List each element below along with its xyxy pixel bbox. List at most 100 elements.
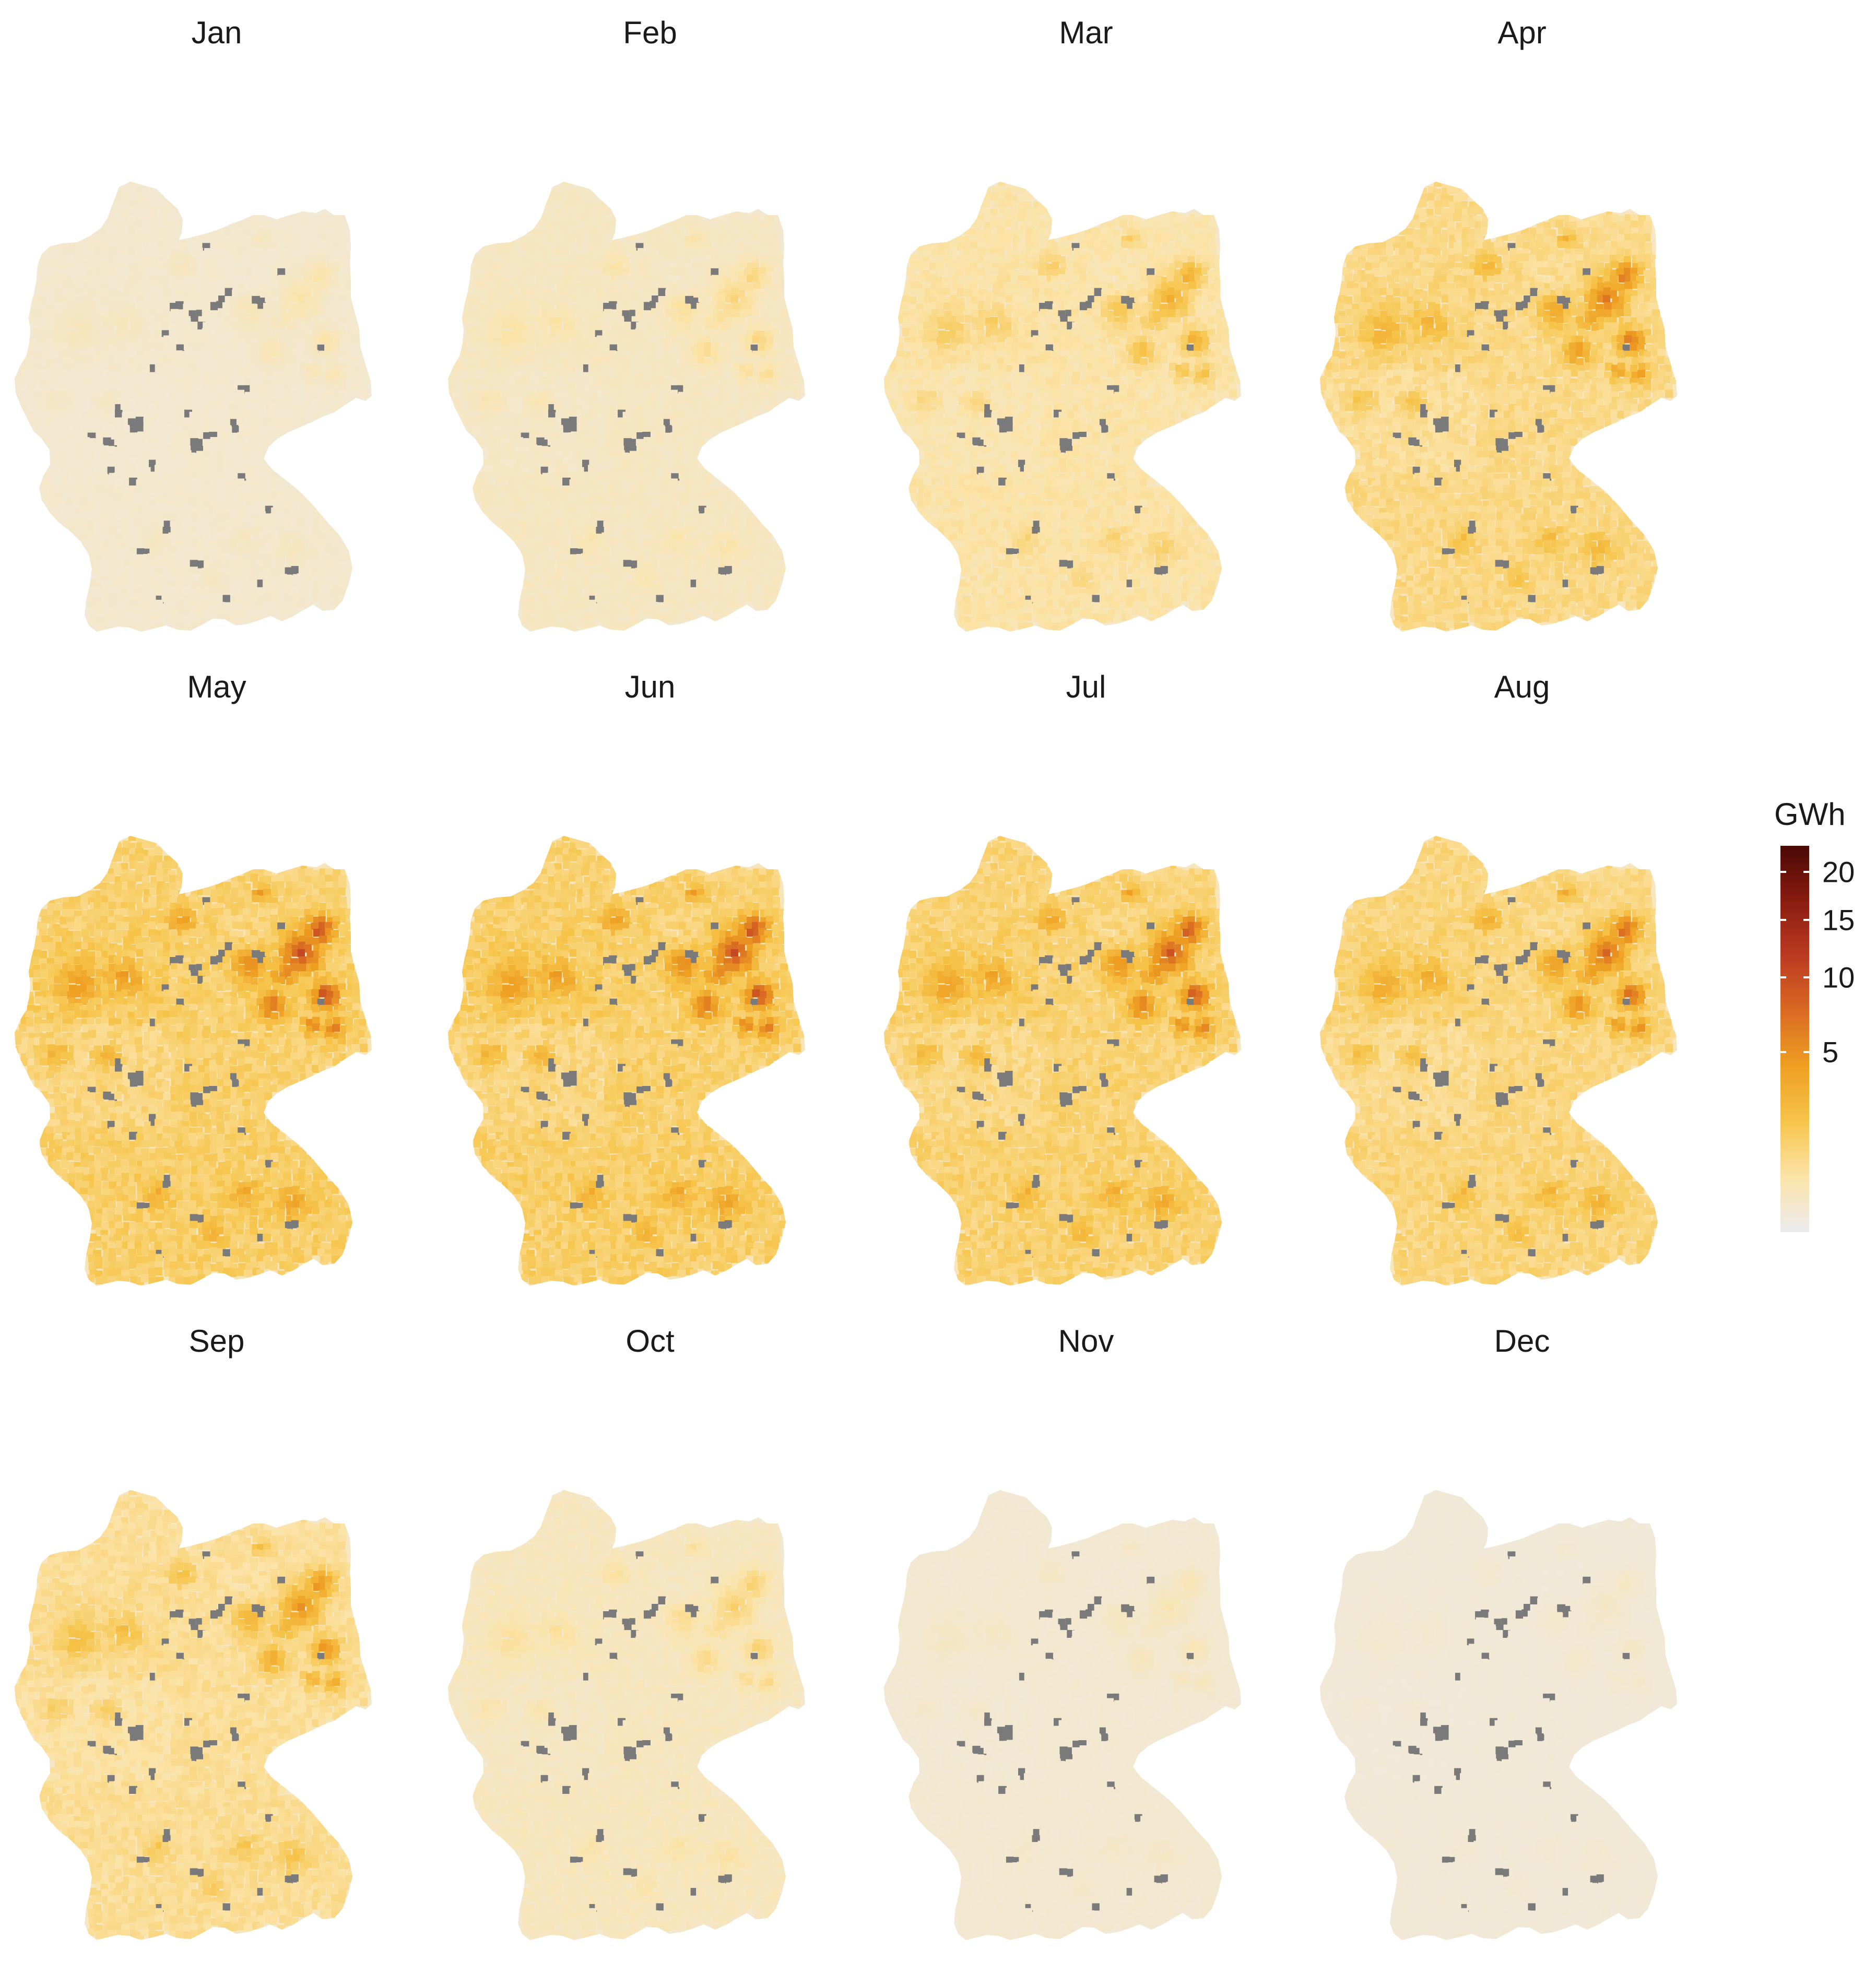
district-cell [154, 587, 162, 596]
district-cell [691, 375, 700, 384]
district-cell [623, 362, 631, 371]
district-cell [313, 392, 321, 400]
district-cell [493, 471, 502, 479]
district-cell [66, 432, 75, 441]
district-cell [129, 200, 138, 208]
district-cell [509, 322, 517, 330]
district-cell [34, 411, 42, 419]
district-cell [258, 607, 266, 615]
district-cell [222, 418, 231, 426]
district-cell [171, 451, 179, 459]
district-cell [127, 405, 136, 414]
district-cell [324, 342, 332, 351]
district-cell [494, 323, 502, 332]
district-cell [184, 430, 192, 439]
district-cell [656, 309, 664, 317]
district-cell [149, 499, 158, 507]
district-cell [676, 261, 685, 268]
district-cell [609, 396, 618, 405]
district-cell [278, 282, 286, 290]
district-cell [231, 330, 240, 339]
district-cell [534, 335, 542, 343]
district-cell [547, 436, 556, 445]
district-cell [608, 281, 617, 290]
district-cell [774, 344, 782, 353]
district-cell [209, 329, 217, 337]
district-cell [175, 288, 183, 297]
district-cell [685, 241, 693, 249]
district-cell [629, 430, 636, 438]
district-cell [170, 466, 179, 475]
district-cell [269, 403, 278, 411]
district-cell [257, 328, 266, 336]
district-cell [242, 553, 251, 562]
district-cell [67, 294, 75, 303]
district-cell [40, 324, 48, 332]
district-cell [481, 390, 489, 398]
district-cell [541, 317, 550, 326]
district-cell [210, 349, 219, 357]
district-cell [547, 212, 556, 221]
district-cell [115, 349, 123, 357]
district-cell [270, 342, 279, 350]
district-cell [175, 438, 183, 446]
district-cell [53, 342, 62, 350]
district-cell [182, 505, 191, 513]
district-cell [304, 377, 313, 385]
district-cell [243, 261, 251, 268]
district-cell [87, 472, 96, 480]
district-cell [114, 466, 122, 474]
district-cell [732, 337, 740, 345]
district-cell [137, 527, 145, 535]
district-cell [277, 430, 286, 438]
district-cell [313, 283, 321, 291]
district-cell [750, 594, 759, 602]
district-cell [568, 308, 576, 316]
district-cell [568, 356, 576, 364]
district-cell [46, 323, 55, 331]
district-cell [514, 471, 523, 479]
district-cell [549, 539, 557, 547]
district-cell [712, 261, 721, 269]
district-cell [215, 357, 223, 364]
district-cell [479, 261, 488, 269]
district-cell [730, 342, 739, 351]
district-cell [587, 587, 596, 596]
district-cell [174, 506, 183, 514]
district-cell [66, 282, 75, 291]
district-cell [183, 372, 192, 380]
district-cell [642, 417, 650, 424]
district-cell [114, 261, 123, 268]
district-cell [163, 356, 171, 364]
district-cell [611, 389, 619, 397]
district-cell [467, 396, 475, 404]
district-cell [231, 254, 239, 263]
district-cell [549, 357, 558, 365]
district-cell [190, 322, 198, 329]
district-cell [697, 221, 705, 229]
district-cell [642, 444, 651, 453]
district-cell [142, 329, 150, 338]
district-cell [331, 601, 340, 609]
district-cell [664, 396, 672, 404]
district-cell [242, 254, 251, 263]
district-cell [604, 466, 612, 475]
district-cell [204, 336, 213, 344]
district-cell [94, 281, 102, 290]
district-cell [575, 261, 583, 269]
district-cells [448, 182, 805, 631]
district-cell [54, 302, 62, 311]
district-cell [269, 249, 278, 256]
district-cell [603, 432, 611, 440]
district-cell [109, 594, 116, 602]
district-cell [123, 200, 131, 208]
district-cell [635, 491, 644, 500]
district-cell [460, 342, 468, 350]
district-cell [176, 377, 184, 385]
district-cell [500, 459, 508, 468]
district-cell [624, 539, 632, 548]
district-cell [39, 255, 48, 263]
district-cell [62, 357, 69, 365]
district-cell [39, 478, 48, 486]
district-cell [88, 600, 96, 609]
